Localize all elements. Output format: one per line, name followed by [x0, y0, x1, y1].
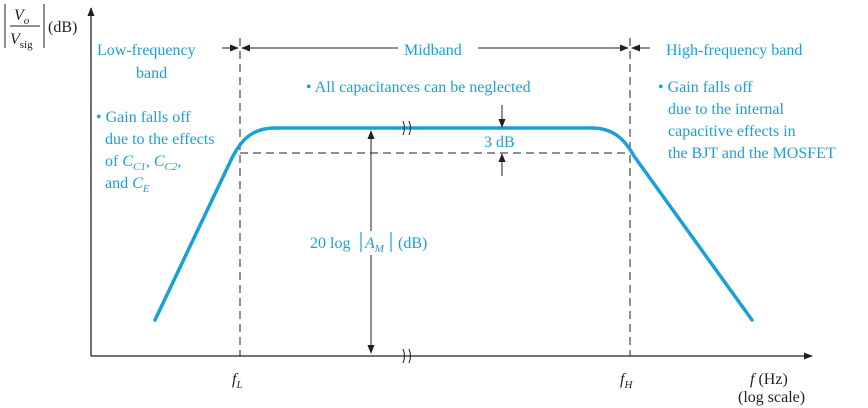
high-note-line4: the BJT and the MOSFET	[668, 145, 836, 162]
y-num-symbol: V	[14, 7, 26, 24]
3db-label: 3 dB	[484, 134, 515, 151]
svg-text:Vo: Vo	[14, 7, 30, 27]
fL-subscript: L	[235, 379, 242, 391]
high-note-line3: capacitive effects in	[668, 123, 796, 140]
gain-label: 20 log AM (dB)	[310, 232, 427, 255]
fL-symbol: f	[232, 371, 239, 388]
gain-unit: (dB)	[398, 235, 427, 252]
low-frequency-note: • Gain falls off due to the effects of C…	[96, 109, 214, 195]
gain-A-subscript: M	[374, 243, 385, 255]
y-axis-label: Vo Vsig (dB)	[4, 4, 77, 51]
svg-text:of CC1, CC2,: of CC1, CC2,	[105, 153, 181, 173]
low-note-comma2: ,	[177, 153, 181, 170]
x-axis-break-mark	[402, 348, 411, 364]
low-note-and: and	[105, 175, 128, 192]
y-num-subscript: o	[24, 15, 30, 27]
high-band-label: High-frequency band	[666, 42, 802, 59]
svg-text:and CE: and CE	[105, 175, 150, 195]
low-note-C2-sub: C2	[165, 161, 178, 173]
low-note-line2: due to the effects	[105, 131, 214, 148]
x-axis-scale-note: (log scale)	[738, 389, 805, 406]
svg-text:fH: fH	[620, 371, 633, 391]
svg-text:AM: AM	[364, 235, 385, 255]
svg-text:Vsig: Vsig	[10, 31, 33, 51]
low-note-line1: • Gain falls off	[96, 109, 191, 126]
svg-text:fL: fL	[232, 371, 243, 391]
low-note-CE-sub: E	[142, 183, 150, 195]
gain-prefix: 20 log	[310, 235, 350, 252]
midband-note: • All capacitances can be neglected	[306, 79, 531, 96]
x-axis-symbol: f	[750, 371, 757, 388]
high-note-line2: due to the internal	[668, 101, 785, 118]
gain-A: A	[364, 235, 375, 252]
x-axis-unit: (Hz)	[758, 371, 787, 388]
low-note-C2: C	[154, 153, 165, 170]
y-den-subscript: sig	[20, 39, 33, 51]
midband-label: Midband	[404, 42, 462, 59]
high-frequency-note: • Gain falls off due to the internal cap…	[658, 79, 836, 162]
fH-symbol: f	[620, 371, 627, 388]
fH-subscript: H	[623, 379, 633, 391]
curve-break-mark	[402, 120, 411, 136]
low-note-of: of	[105, 153, 119, 170]
y-axis-unit: (dB)	[48, 19, 77, 36]
svg-text:20 log: 20 log	[310, 235, 350, 252]
low-note-C1-sub: C1	[133, 161, 146, 173]
low-note-comma1: ,	[146, 153, 150, 170]
low-note-CE: C	[132, 175, 143, 192]
low-band-label-line2: band	[136, 65, 167, 82]
y-den-symbol: V	[10, 31, 22, 48]
response-curve	[153, 126, 754, 322]
low-band-label-line1: Low-frequency	[97, 42, 196, 59]
high-note-line1: • Gain falls off	[658, 79, 753, 96]
low-note-C1: C	[122, 153, 133, 170]
svg-text:f (Hz): f (Hz)	[750, 371, 788, 388]
